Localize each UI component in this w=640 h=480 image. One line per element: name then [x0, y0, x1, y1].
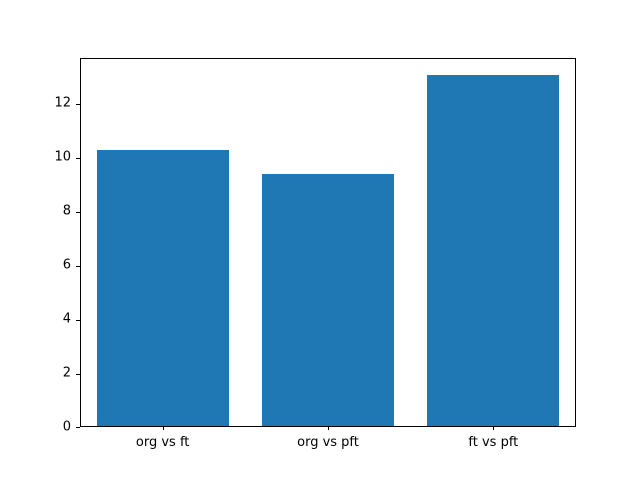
y-tick-label: 10 — [54, 149, 71, 165]
x-tick-label: ft vs pft — [468, 435, 519, 450]
bar-org-vs-ft — [96, 150, 229, 426]
y-tick-mark — [76, 427, 80, 428]
y-tick-label: 8 — [62, 203, 71, 219]
x-tick-label: org vs pft — [297, 435, 359, 450]
y-tick-mark — [76, 157, 80, 159]
y-tick-mark — [76, 211, 80, 213]
x-tick-mark — [493, 426, 495, 430]
y-tick-label: 2 — [62, 365, 71, 381]
bar-org-vs-pft — [261, 173, 395, 426]
x-axis: org vs ft org vs pft ft vs pft — [80, 427, 576, 457]
y-tick-label: 6 — [62, 257, 71, 273]
x-tick-mark — [162, 426, 164, 430]
y-tick-label: 4 — [62, 311, 71, 327]
bar-ft-vs-pft — [427, 74, 560, 426]
y-tick-label: 12 — [54, 95, 71, 111]
x-tick-label: org vs ft — [135, 435, 190, 450]
y-tick-mark — [76, 373, 80, 375]
x-tick-mark — [328, 426, 329, 430]
plot-area — [76, 58, 576, 430]
y-tick-mark — [76, 265, 80, 267]
y-tick-mark — [76, 319, 80, 321]
y-tick-mark — [76, 103, 80, 105]
y-axis: 0 2 4 6 8 10 12 — [0, 58, 80, 434]
y-tick-label: 0 — [62, 419, 71, 435]
